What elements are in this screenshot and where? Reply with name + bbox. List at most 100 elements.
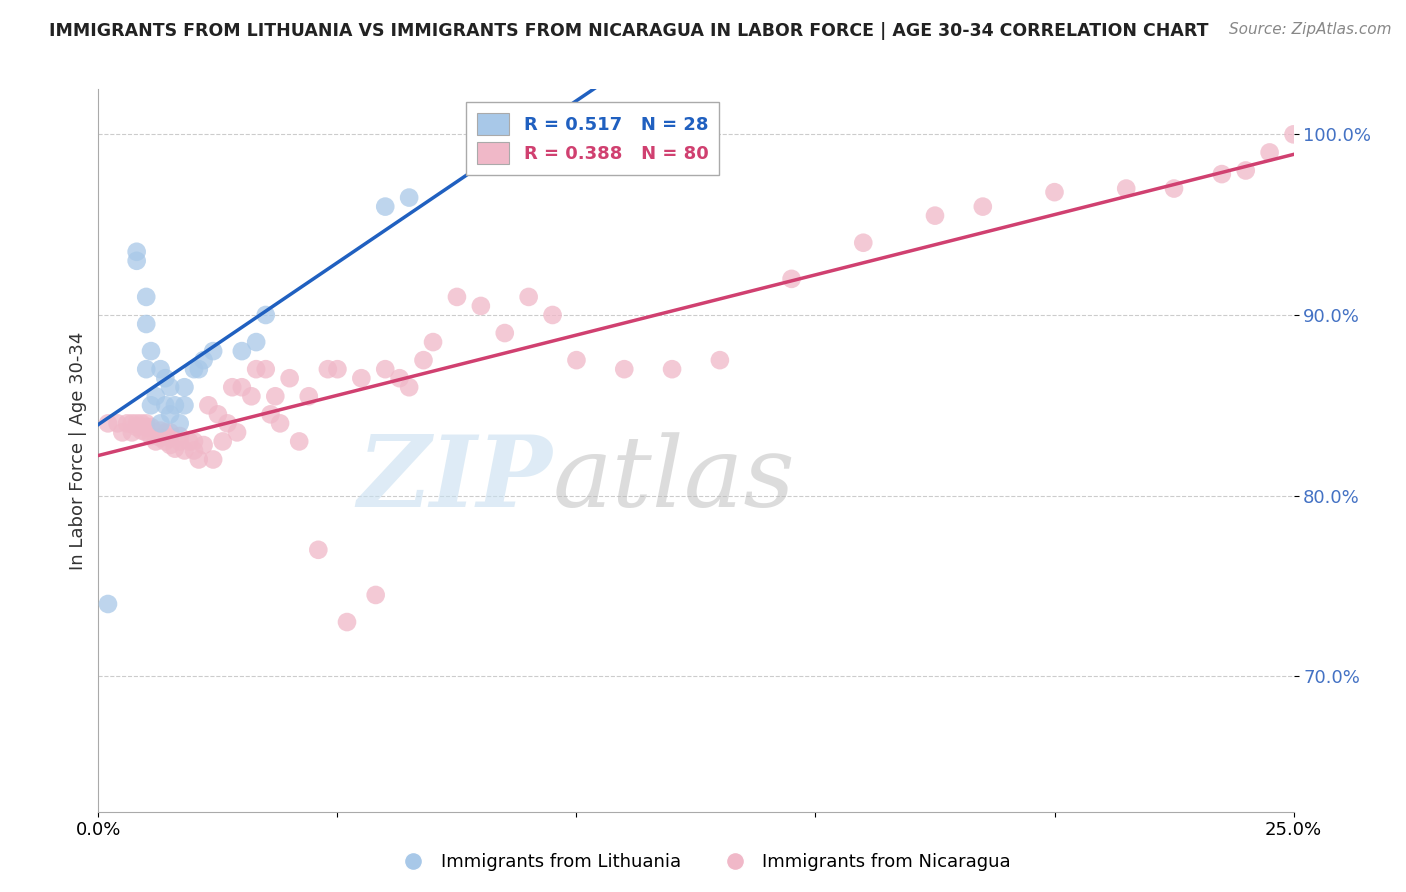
Point [135,425,157,440]
Point [288,434,311,449]
Point [364,588,387,602]
Point [1043,185,1066,199]
Point [159,380,181,394]
Point [412,353,434,368]
Point [145,434,167,449]
Point [1163,181,1185,195]
Point [135,362,157,376]
Point [565,353,588,368]
Point [159,407,181,421]
Point [121,417,143,431]
Point [159,425,181,440]
Text: ZIP: ZIP [357,431,553,527]
Point [155,371,177,385]
Point [183,362,205,376]
Point [173,443,195,458]
Point [139,398,162,412]
Point [388,371,411,385]
Point [135,417,157,431]
Point [316,362,339,376]
Point [107,417,129,431]
Point [131,424,153,438]
Point [398,380,420,394]
Point [169,417,191,431]
Point [517,290,540,304]
Text: IMMIGRANTS FROM LITHUANIA VS IMMIGRANTS FROM NICARAGUA IN LABOR FORCE | AGE 30-3: IMMIGRANTS FROM LITHUANIA VS IMMIGRANTS … [49,22,1209,40]
Point [183,434,205,449]
Point [245,362,267,376]
Point [149,417,172,431]
Point [494,326,516,340]
Point [121,425,143,440]
Point [780,272,803,286]
Point [245,334,267,349]
Point [139,429,162,443]
Point [211,434,233,449]
Point [1115,181,1137,195]
Point [269,417,291,431]
Point [149,362,172,376]
Point [155,425,177,440]
Point [350,371,373,385]
Legend: R = 0.517   N = 28, R = 0.388   N = 80: R = 0.517 N = 28, R = 0.388 N = 80 [465,102,720,175]
Point [1258,145,1281,160]
Point [131,417,153,431]
Point [613,362,636,376]
Point [231,380,253,394]
Point [207,407,229,421]
Point [193,353,215,368]
Point [661,362,683,376]
Point [1282,128,1305,142]
Point [163,398,186,412]
Point [149,431,172,445]
Point [125,417,148,431]
Point [111,425,134,440]
Point [135,290,157,304]
Point [135,317,157,331]
Point [125,420,148,434]
Point [97,417,120,431]
Point [278,371,301,385]
Point [541,308,564,322]
Point [217,417,239,431]
Point [155,434,177,449]
Point [173,380,195,394]
Point [1211,167,1233,181]
Point [173,398,195,412]
Point [254,308,277,322]
Point [374,200,396,214]
Point [155,398,177,412]
Point [97,597,120,611]
Point [125,244,148,259]
Point [972,200,994,214]
Point [163,442,186,456]
Point [709,353,731,368]
Point [125,253,148,268]
Point [231,344,253,359]
Point [240,389,263,403]
Point [135,420,157,434]
Point [446,290,468,304]
Point [159,431,181,445]
Point [259,407,281,421]
Point [159,438,181,452]
Point [139,420,162,434]
Legend: Immigrants from Lithuania, Immigrants from Nicaragua: Immigrants from Lithuania, Immigrants fr… [388,847,1018,879]
Point [852,235,875,250]
Point [374,362,396,376]
Point [470,299,492,313]
Point [924,209,946,223]
Point [254,362,277,376]
Point [221,380,243,394]
Point [202,452,225,467]
Point [422,334,444,349]
Point [202,344,225,359]
Point [179,434,201,449]
Text: atlas: atlas [553,432,796,527]
Point [226,425,249,440]
Point [139,344,162,359]
Point [1234,163,1257,178]
Point [197,398,219,412]
Point [149,424,172,438]
Point [187,452,209,467]
